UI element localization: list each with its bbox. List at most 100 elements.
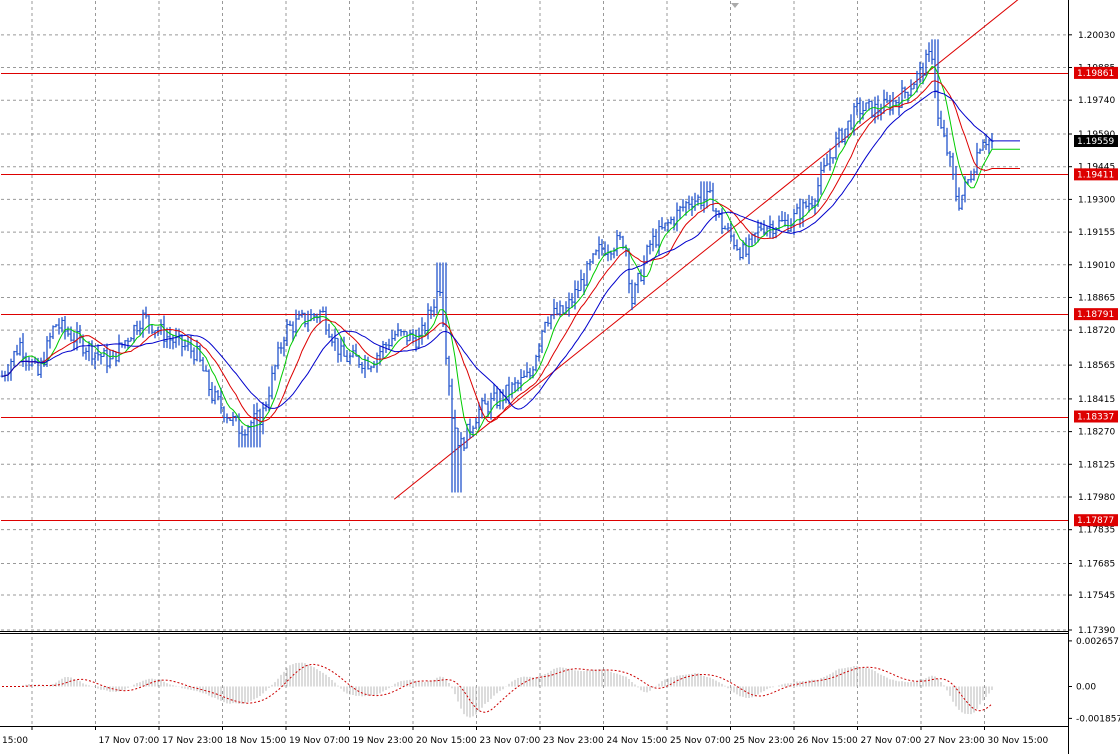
ohlc-bar <box>390 329 394 347</box>
ohlc-bar <box>219 387 223 414</box>
level-badge-label: 1.19861 <box>1077 69 1114 79</box>
x-tick-label: 15:00 <box>2 736 28 746</box>
y-tick-label: 1.19155 <box>1078 228 1115 238</box>
ohlc-bar <box>690 196 694 217</box>
price-axis[interactable]: 1.200301.198851.197401.195901.194451.193… <box>1068 31 1120 725</box>
ohlc-bar <box>723 225 727 230</box>
ohlc-bar <box>246 424 250 448</box>
ohlc-bar <box>300 309 304 318</box>
ohlc-bar <box>465 423 469 449</box>
ohlc-bar <box>738 247 742 261</box>
ohlc-bar <box>321 306 325 313</box>
ohlc-bar <box>171 334 175 350</box>
ohlc-bar <box>978 148 982 154</box>
ohlc-bar <box>225 413 229 424</box>
ohlc-bar <box>411 328 415 344</box>
horizontal-levels[interactable] <box>1 73 1068 521</box>
ohlc-bar <box>675 202 679 232</box>
signal-line <box>2 663 993 713</box>
ohlc-bar <box>270 366 274 399</box>
ohlc-bar <box>912 82 916 90</box>
ohlc-bar <box>315 313 319 323</box>
ohlc-bar <box>243 429 247 448</box>
ohlc-bar <box>792 208 796 235</box>
ohlc-bar <box>456 427 460 493</box>
ohlc-bar <box>558 300 562 317</box>
ohlc-bar <box>609 250 613 261</box>
ohlc-bar <box>756 219 760 243</box>
ohlc-bar <box>228 417 232 421</box>
ohlc-bar <box>438 262 442 297</box>
level-badge[interactable] <box>1074 66 1118 79</box>
indicator-tick-label: 0.002657 <box>1076 637 1119 647</box>
x-tick-label: 20 Nov 15:00 <box>416 736 477 746</box>
ohlc-bars <box>0 39 994 493</box>
ohlc-bar <box>267 386 271 412</box>
level-badge[interactable] <box>1074 308 1118 321</box>
ohlc-bar <box>600 239 604 256</box>
ohlc-bar <box>744 237 748 258</box>
ohlc-bar <box>366 356 370 370</box>
ohlc-bar <box>393 330 397 341</box>
ohlc-bar <box>843 128 847 145</box>
ohlc-bar <box>150 324 154 335</box>
ohlc-bar <box>702 181 706 213</box>
ohlc-bar <box>138 320 142 336</box>
ohlc-bar <box>249 420 253 448</box>
chart-frame <box>0 0 1069 754</box>
level-badge-label: 1.19411 <box>1077 170 1114 180</box>
trendline-layer[interactable] <box>393 0 1036 500</box>
ma-medium-line <box>1 80 1020 423</box>
ohlc-bar <box>597 236 601 259</box>
level-badge[interactable] <box>1074 514 1118 527</box>
ohlc-bar <box>570 293 574 308</box>
ohlc-bar <box>831 157 835 164</box>
ohlc-bar <box>840 127 844 144</box>
time-axis[interactable]: 15:00 17 Nov 07:00 17 Nov 23:00 18 Nov 15:0… <box>2 726 1048 746</box>
ohlc-bar <box>918 61 922 84</box>
y-tick-label: 1.17980 <box>1078 493 1115 503</box>
ohlc-bar <box>882 89 886 114</box>
ohlc-bar <box>285 319 289 347</box>
y-tick-label: 1.19300 <box>1078 195 1115 205</box>
ohlc-bar <box>186 336 190 352</box>
ohlc-bar <box>951 152 955 180</box>
trendline[interactable] <box>393 0 1036 500</box>
x-tick-label: 23 Nov 23:00 <box>543 736 604 746</box>
y-tick-label: 1.18415 <box>1078 395 1115 405</box>
ohlc-bar <box>288 320 292 327</box>
level-badge-label: 1.17877 <box>1077 516 1114 526</box>
ohlc-bar <box>462 436 466 452</box>
level-badge[interactable] <box>1074 410 1118 423</box>
ohlc-bar <box>231 411 235 426</box>
ohlc-bar <box>954 165 958 202</box>
ohlc-bar <box>351 344 355 358</box>
ohlc-bar <box>900 80 904 109</box>
ohlc-bar <box>522 370 526 378</box>
level-badge[interactable] <box>1074 168 1118 181</box>
ohlc-bar <box>282 336 286 357</box>
ohlc-bar <box>561 305 565 315</box>
x-tick-label: 17 Nov 23:00 <box>162 736 223 746</box>
shift-marker-icon[interactable] <box>731 3 739 8</box>
level-badge-label: 1.18791 <box>1077 310 1114 320</box>
ohlc-bar <box>153 330 157 339</box>
ohlc-bar <box>903 86 907 99</box>
ohlc-bar <box>99 353 103 365</box>
ohlc-bar <box>168 326 172 349</box>
ohlc-bar <box>984 133 988 150</box>
ohlc-bar <box>819 161 823 195</box>
ohlc-bar <box>369 365 373 373</box>
ohlc-bar <box>405 331 409 346</box>
ohlc-bar <box>159 319 163 335</box>
y-tick-label: 1.18565 <box>1078 361 1115 371</box>
ohlc-bar <box>855 97 859 116</box>
ohlc-bar <box>693 192 697 211</box>
ohlc-bar <box>459 432 463 493</box>
current-price-badge <box>1074 135 1118 148</box>
ohlc-bar <box>504 384 508 404</box>
ohlc-bar <box>363 354 367 378</box>
ohlc-bar <box>837 127 841 148</box>
ohlc-bar <box>654 228 658 248</box>
